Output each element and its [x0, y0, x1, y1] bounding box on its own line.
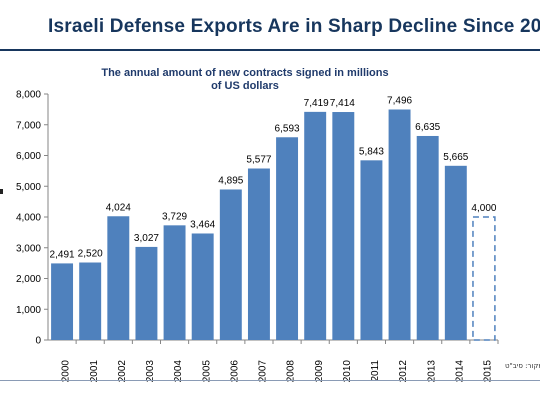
data-label-2009: 7,419 [304, 98, 329, 109]
bar-2010 [332, 112, 355, 340]
bar-2001 [79, 262, 102, 340]
x-tick-label-2013: 2013 [426, 360, 437, 383]
x-tick-label-2014: 2014 [454, 360, 465, 383]
data-label-2006: 4,895 [218, 175, 243, 186]
title-divider [0, 49, 540, 51]
x-tick-label-2001: 2001 [89, 360, 100, 383]
y-tick-label: 2,000 [16, 274, 41, 285]
chart-title: The annual amount of new contracts signe… [95, 67, 395, 93]
data-label-2003: 3,027 [134, 233, 159, 244]
bar-2004 [163, 225, 186, 340]
y-tick-label: 8,000 [16, 90, 41, 101]
x-tick-label-2008: 2008 [286, 360, 297, 383]
chart-title-line-2: of US dollars [211, 80, 279, 92]
bar-2013 [416, 135, 439, 340]
x-tick-label-2012: 2012 [398, 360, 409, 383]
x-tick-label-2015: 2015 [483, 360, 494, 383]
bar-2012 [388, 109, 411, 340]
x-tick-label-2002: 2002 [117, 360, 128, 383]
edge-mark [0, 189, 3, 194]
data-label-2000: 2,491 [50, 249, 75, 260]
x-tick-label-2006: 2006 [229, 360, 240, 383]
data-label-2004: 3,729 [162, 211, 187, 222]
y-tick-label: 1,000 [16, 305, 41, 316]
data-label-2008: 6,593 [275, 123, 300, 134]
data-label-2005: 3,464 [190, 219, 215, 230]
chart-title-line-1: The annual amount of new contracts signe… [101, 67, 389, 79]
y-tick-label: 6,000 [16, 151, 41, 162]
y-tick-label: 0 [35, 336, 41, 347]
data-label-2013: 6,635 [415, 122, 440, 133]
slide-title: Israeli Defense Exports Are in Sharp Dec… [48, 16, 540, 37]
x-tick-label-2004: 2004 [173, 360, 184, 383]
bar-2005 [191, 233, 214, 340]
data-label-2001: 2,520 [78, 249, 103, 260]
x-tick-label-2011: 2011 [370, 360, 381, 382]
bar-projected-2015 [472, 216, 496, 341]
footer-divider [0, 380, 540, 381]
data-label-2011: 5,843 [359, 146, 384, 157]
bar-2008 [276, 137, 299, 340]
bar-2002 [107, 216, 130, 340]
data-label-2015: 4,000 [471, 203, 496, 214]
data-label-2012: 7,496 [387, 95, 412, 106]
data-label-2010: 7,414 [330, 98, 355, 109]
bar-2011 [360, 160, 383, 340]
y-tick-label: 7,000 [16, 120, 41, 131]
source-note: מקור: סיב"ט [505, 362, 540, 370]
y-tick-label: 5,000 [16, 182, 41, 193]
x-tick-label-2007: 2007 [258, 360, 269, 383]
bar-2003 [135, 246, 158, 340]
x-tick-label-2005: 2005 [201, 360, 212, 383]
bar-2000 [51, 263, 74, 340]
bar-2009 [304, 111, 327, 340]
data-label-2007: 5,577 [246, 155, 271, 166]
bar-2007 [247, 168, 270, 340]
data-label-2014: 5,665 [443, 152, 468, 163]
x-tick-label-2000: 2000 [61, 360, 72, 383]
data-label-2002: 4,024 [106, 202, 131, 213]
bar-2014 [444, 165, 467, 340]
x-tick-label-2009: 2009 [314, 360, 325, 383]
x-tick-label-2010: 2010 [342, 360, 353, 383]
y-tick-label: 4,000 [16, 213, 41, 224]
y-tick-label: 3,000 [16, 243, 41, 254]
bar-2006 [219, 189, 242, 340]
x-tick-label-2003: 2003 [145, 360, 156, 383]
